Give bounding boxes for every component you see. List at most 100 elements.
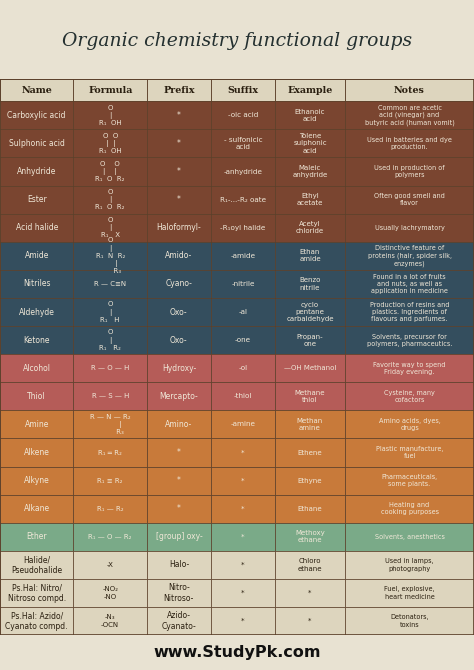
Bar <box>147 214 211 242</box>
Bar <box>0 551 73 579</box>
Text: Common are acetic
acid (vinegar) and
butyric acid (human vomit): Common are acetic acid (vinegar) and but… <box>365 105 455 126</box>
Text: Used in batteries and dye
production.: Used in batteries and dye production. <box>367 137 452 150</box>
Bar <box>0 494 73 523</box>
Bar <box>147 298 211 326</box>
Text: Ethyl
acetate: Ethyl acetate <box>297 193 323 206</box>
Bar <box>147 494 211 523</box>
Text: Hydroxy-: Hydroxy- <box>162 364 196 373</box>
Bar <box>0 438 73 466</box>
Bar <box>0 157 73 186</box>
Text: Detonators,
toxins: Detonators, toxins <box>390 614 429 628</box>
Text: Tolene
sulphonic
acid: Tolene sulphonic acid <box>293 133 327 153</box>
Text: R₁ — O — R₂: R₁ — O — R₂ <box>89 534 132 540</box>
Text: Ester: Ester <box>27 195 46 204</box>
Text: R₁ — R₂: R₁ — R₂ <box>97 506 124 512</box>
Bar <box>211 466 275 494</box>
Text: R₁ ═ R₂: R₁ ═ R₂ <box>98 450 122 456</box>
Bar <box>73 214 147 242</box>
Bar <box>0 186 73 214</box>
Bar <box>147 579 211 607</box>
Bar <box>345 129 474 157</box>
Text: *: * <box>241 506 245 512</box>
Text: Favorite way to spend
Friday evening.: Favorite way to spend Friday evening. <box>374 362 446 375</box>
Text: Name: Name <box>21 86 52 94</box>
Text: Prefix: Prefix <box>163 86 195 94</box>
Bar <box>345 214 474 242</box>
Bar <box>147 270 211 298</box>
Bar <box>73 129 147 157</box>
Bar <box>211 186 275 214</box>
Text: Halide/
Pseudohalide: Halide/ Pseudohalide <box>11 555 62 575</box>
Text: Ps.Hal: Azido/
Cyanato compd.: Ps.Hal: Azido/ Cyanato compd. <box>6 611 68 631</box>
Text: Formula: Formula <box>88 86 132 94</box>
Bar <box>275 157 345 186</box>
Bar <box>345 579 474 607</box>
Text: Oxo-: Oxo- <box>170 308 188 316</box>
Bar <box>73 551 147 579</box>
Bar <box>73 242 147 270</box>
Text: Found in a lot of fruits
and nuts, as well as
application in medicine: Found in a lot of fruits and nuts, as we… <box>371 273 448 294</box>
Bar <box>147 129 211 157</box>
Bar <box>345 438 474 466</box>
Text: Propan-
one: Propan- one <box>297 334 323 347</box>
Text: Plastic manufacture,
fuel: Plastic manufacture, fuel <box>376 446 443 459</box>
Text: Benzo
nitrile: Benzo nitrile <box>299 277 321 291</box>
Bar <box>147 411 211 438</box>
Text: Halo-: Halo- <box>169 560 189 570</box>
Text: *: * <box>177 195 181 204</box>
Text: -thiol: -thiol <box>234 393 252 399</box>
Text: *: * <box>177 448 181 457</box>
Text: -amine: -amine <box>230 421 255 427</box>
Bar <box>0 298 73 326</box>
Bar <box>211 242 275 270</box>
Text: Thiol: Thiol <box>27 392 46 401</box>
Text: R — C≡N: R — C≡N <box>94 281 126 287</box>
Text: R₁ ≡ R₂: R₁ ≡ R₂ <box>98 478 123 484</box>
Text: [group] oxy-: [group] oxy- <box>155 533 202 541</box>
Text: www.StudyPk.com: www.StudyPk.com <box>153 645 321 660</box>
Bar <box>211 383 275 411</box>
Bar <box>345 523 474 551</box>
Text: Used in production of
polymers: Used in production of polymers <box>374 165 445 178</box>
Text: Carboxylic acid: Carboxylic acid <box>8 111 66 120</box>
Text: Used in lamps,
photography: Used in lamps, photography <box>385 558 434 572</box>
Bar <box>147 157 211 186</box>
Text: R — S — H: R — S — H <box>91 393 129 399</box>
Bar <box>147 79 211 101</box>
Bar <box>211 157 275 186</box>
Bar <box>275 411 345 438</box>
Text: - sulfonicic
acid: - sulfonicic acid <box>224 137 262 150</box>
Bar <box>345 326 474 354</box>
Bar <box>0 242 73 270</box>
Bar <box>345 466 474 494</box>
Bar <box>275 129 345 157</box>
Text: -R₁oyl halide: -R₁oyl halide <box>220 224 265 230</box>
Text: Ps.Hal: Nitro/
Nitroso compd.: Ps.Hal: Nitro/ Nitroso compd. <box>8 583 66 603</box>
Bar <box>345 157 474 186</box>
Text: Acid halide: Acid halide <box>16 223 58 232</box>
Bar <box>0 466 73 494</box>
Bar <box>275 186 345 214</box>
Bar <box>0 523 73 551</box>
Bar <box>345 270 474 298</box>
Text: Maleic
anhydride: Maleic anhydride <box>292 165 328 178</box>
Text: Nitriles: Nitriles <box>23 279 51 289</box>
Text: Distinctive feature of
proteins (hair, spider silk,
enzymes): Distinctive feature of proteins (hair, s… <box>367 245 452 267</box>
Bar <box>211 607 275 635</box>
Bar <box>73 101 147 129</box>
Bar <box>345 79 474 101</box>
Text: Fuel, explosive,
heart medicine: Fuel, explosive, heart medicine <box>384 586 435 600</box>
Bar <box>0 607 73 635</box>
Text: Alkene: Alkene <box>24 448 50 457</box>
Text: Pharmaceuticals,
some plants.: Pharmaceuticals, some plants. <box>382 474 438 487</box>
Bar <box>275 242 345 270</box>
Text: *: * <box>177 139 181 148</box>
Text: O
|
R₁  O  R₂: O | R₁ O R₂ <box>95 189 125 210</box>
Bar <box>275 579 345 607</box>
Bar <box>73 494 147 523</box>
Bar <box>211 438 275 466</box>
Text: Chloro
ethane: Chloro ethane <box>298 558 322 572</box>
Bar <box>275 298 345 326</box>
Bar <box>345 551 474 579</box>
Bar <box>275 551 345 579</box>
